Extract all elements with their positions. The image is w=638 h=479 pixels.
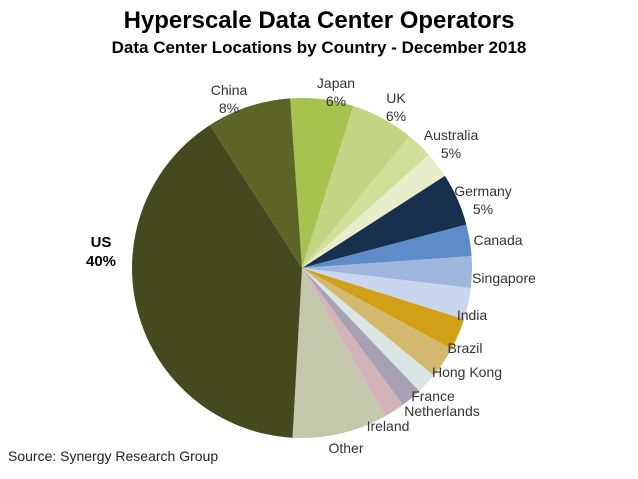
slice-label-name: Australia bbox=[423, 127, 479, 143]
pie-slice-uk bbox=[302, 105, 410, 269]
slice-label-france: France bbox=[411, 387, 455, 405]
slice-label-name: France bbox=[411, 388, 455, 404]
slice-label-japan: Japan 6% bbox=[317, 74, 355, 110]
slice-label-percent: 40% bbox=[85, 253, 117, 270]
slice-label-percent: 6% bbox=[325, 93, 347, 109]
pie-slice-singapore bbox=[302, 256, 473, 289]
slice-label-india: India bbox=[457, 306, 487, 324]
chart-subtitle: Data Center Locations by Country - Decem… bbox=[111, 38, 527, 57]
pie-slice-other bbox=[292, 268, 385, 438]
pie-slice-australia bbox=[302, 136, 429, 268]
chart-title: Hyperscale Data Center Operators bbox=[123, 7, 515, 34]
slice-label-uk: UK 6% bbox=[386, 89, 406, 125]
slice-label-name: India bbox=[456, 307, 488, 323]
slice-label-name: Hong Kong bbox=[431, 364, 503, 380]
pie-slice-germany bbox=[302, 175, 467, 268]
slice-label-germany: Germany 5% bbox=[454, 182, 512, 218]
slice-label-australia: Australia 5% bbox=[424, 126, 478, 162]
slice-label-hong-kong: Hong Kong bbox=[432, 363, 502, 381]
slice-label-us: US 40% bbox=[86, 233, 116, 271]
chart-header: Hyperscale Data Center Operators Data Ce… bbox=[0, 6, 638, 60]
pie-slice-ireland bbox=[302, 268, 403, 417]
pie-slice-france bbox=[302, 268, 434, 392]
slice-label-china: China 8% bbox=[211, 81, 248, 117]
slice-label-other: Other bbox=[328, 439, 363, 457]
slice-label-name: Singapore bbox=[472, 270, 536, 286]
slice-label-name: Canada bbox=[473, 232, 523, 248]
slice-label-percent: 5% bbox=[440, 145, 462, 161]
source-credit: Source: Synergy Research Group bbox=[8, 448, 219, 464]
slice-label-percent: 8% bbox=[218, 100, 240, 116]
pie-slice-us bbox=[132, 125, 302, 438]
slice-label-netherlands: Netherlands bbox=[404, 402, 480, 420]
pie-slice-canada bbox=[302, 224, 472, 268]
slice-label-percent: 6% bbox=[385, 108, 407, 124]
slice-label-name: Ireland bbox=[366, 418, 410, 434]
pie-slice-australia-2 bbox=[302, 154, 445, 268]
pie-slice-netherlands bbox=[302, 268, 420, 405]
pie-slice-china bbox=[209, 98, 302, 268]
pie-slice-india bbox=[302, 268, 471, 320]
slice-label-name: US bbox=[90, 234, 112, 251]
slice-label-singapore: Singapore bbox=[472, 269, 536, 287]
slice-label-name: UK bbox=[386, 90, 406, 106]
slice-label-name: Germany bbox=[454, 183, 512, 199]
pie-slice-japan bbox=[290, 97, 354, 268]
slice-label-name: Netherlands bbox=[404, 403, 480, 419]
slice-label-name: Other bbox=[328, 440, 364, 456]
pie-slice-brazil bbox=[302, 268, 465, 349]
slice-label-canada: Canada bbox=[473, 231, 522, 249]
pie-slice-hong-kong bbox=[302, 268, 452, 376]
slice-label-percent: 5% bbox=[472, 201, 494, 217]
slice-label-ireland: Ireland bbox=[367, 417, 410, 435]
slice-label-name: Brazil bbox=[447, 340, 483, 356]
slice-label-name: China bbox=[210, 82, 248, 98]
slice-label-brazil: Brazil bbox=[447, 339, 482, 357]
slice-label-name: Japan bbox=[316, 75, 356, 91]
